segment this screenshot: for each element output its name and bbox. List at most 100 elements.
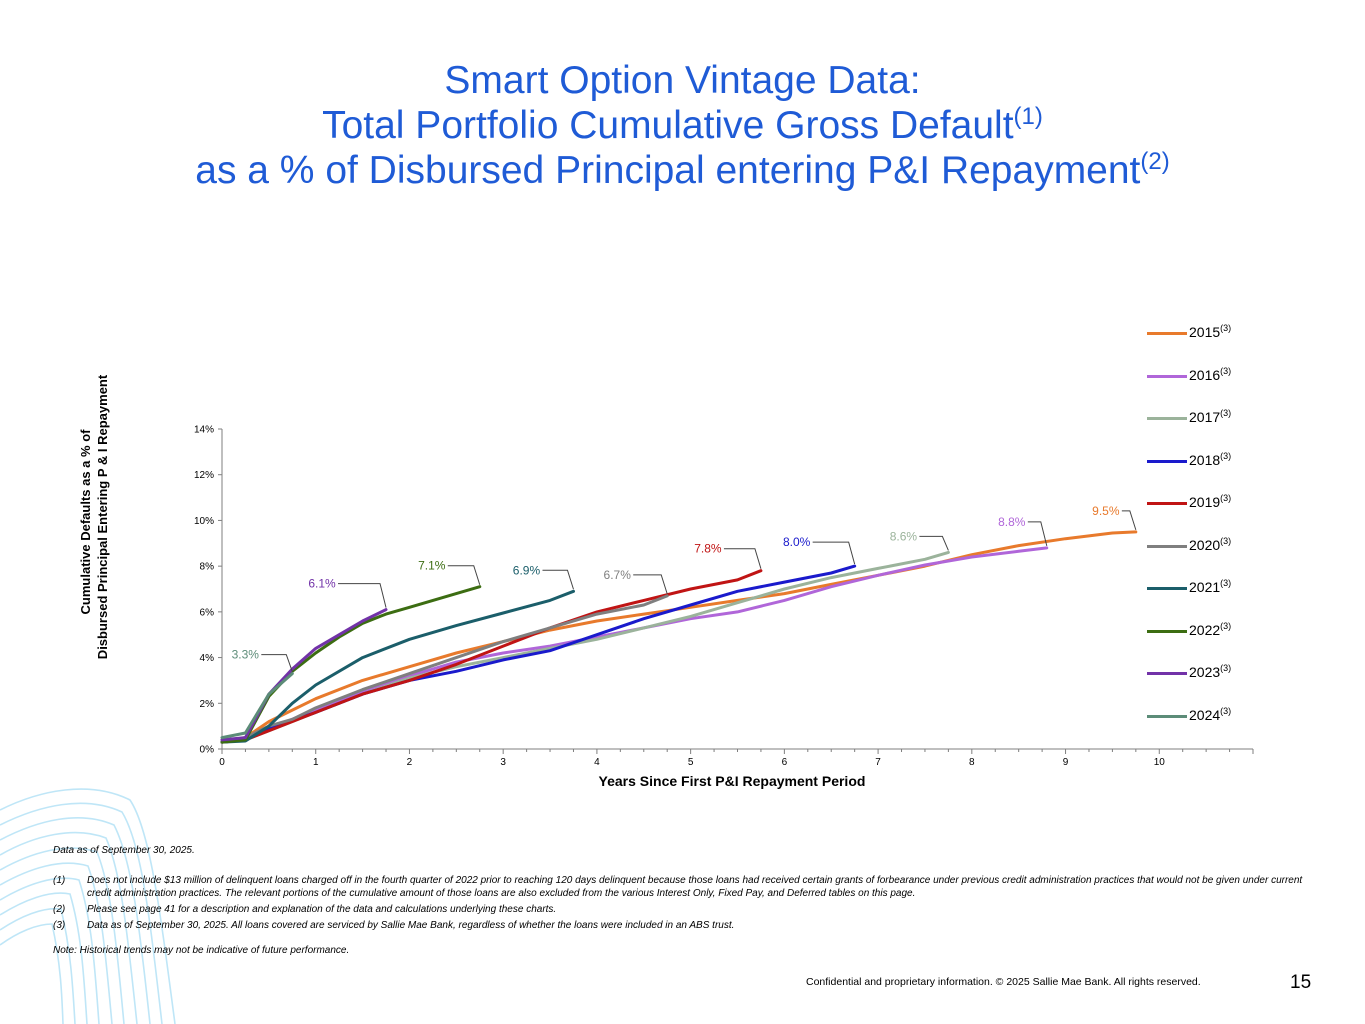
- footnote-3: (3) Data as of September 30, 2025. All l…: [53, 919, 1315, 932]
- data-label-2019: 7.8%: [694, 542, 722, 556]
- title-line-3-text: as a % of Disbursed Principal entering P…: [195, 149, 1141, 192]
- confidentiality-notice: Confidential and proprietary information…: [806, 976, 1201, 988]
- page-title: Smart Option Vintage Data: Total Portfol…: [0, 58, 1365, 193]
- data-label-2024: 3.3%: [232, 648, 260, 662]
- series-line-2015: [220, 530, 1138, 744]
- data-label-leader: [447, 565, 481, 585]
- legend-swatch: [1147, 544, 1187, 548]
- legend-item-2016: 2016(3): [1147, 365, 1267, 408]
- legend-swatch: [1147, 417, 1187, 420]
- series-line-2016: [220, 546, 1049, 744]
- footnote-1: (1) Does not include $13 million of deli…: [53, 874, 1315, 900]
- legend-series-name: 2023: [1189, 664, 1221, 680]
- title-line-1: Smart Option Vintage Data:: [444, 59, 921, 102]
- data-label-2021: 6.9%: [513, 563, 541, 577]
- y-tick-label: 4%: [200, 653, 215, 664]
- legend-footnote-ref: (3): [1220, 620, 1232, 631]
- legend-swatch: [1147, 502, 1187, 505]
- x-tick-label: 9: [1063, 757, 1069, 768]
- legend-footnote-ref: (3): [1220, 578, 1232, 588]
- footnote-marker: (2): [53, 904, 66, 915]
- legend-footnote-ref: (3): [1220, 450, 1232, 461]
- legend-label: 2017(3): [1189, 409, 1231, 426]
- data-label-leader: [633, 574, 668, 595]
- legend-footnote-ref: (3): [1220, 365, 1232, 376]
- legend-label: 2023(3): [1189, 664, 1231, 681]
- data-label-leader: [261, 654, 293, 672]
- data-label-2022: 7.1%: [418, 559, 446, 573]
- title-line-2-footnote-ref: (1): [1013, 103, 1043, 130]
- y-axis-title-line-2: Disbursed Principal Entering P & I Repay…: [95, 374, 110, 659]
- y-tick-label: 6%: [200, 607, 215, 618]
- data-label-2015: 9.5%: [1092, 504, 1120, 518]
- y-tick-label: 0%: [200, 745, 215, 756]
- data-label-leader: [723, 548, 762, 569]
- footnote-2: (2) Please see page 41 for a description…: [53, 903, 1315, 916]
- series-line-2021: [220, 589, 575, 744]
- legend-item-2015: 2015(3): [1147, 322, 1267, 365]
- legend-series-name: 2024: [1189, 706, 1221, 723]
- y-axis-title-line-1: Cumulative Defaults as a % of: [78, 429, 93, 615]
- legend-label: 2022(3): [1189, 620, 1232, 638]
- data-label-2020: 6.7%: [604, 568, 632, 582]
- x-tick-label: 0: [219, 757, 225, 768]
- data-label-leader: [338, 583, 387, 608]
- default-chart: 0% 2% 4% 6% 8% 10% 12% 14% 0 1 2 3 4 5 6 7 8 9 10 9.5% 8.8%…: [78, 374, 1254, 789]
- legend-series-name: 2020: [1189, 536, 1221, 553]
- x-tick-label: 2: [407, 757, 413, 768]
- legend-item-2021: 2021(3): [1147, 577, 1267, 620]
- y-tick-label: 8%: [200, 562, 215, 573]
- legend-label: 2018(3): [1189, 450, 1232, 468]
- footnote-text: Please see page 41 for a description and…: [87, 904, 557, 915]
- title-line-2: Total Portfolio Cumulative Gross Default…: [0, 103, 1365, 148]
- legend-footnote-ref: (3): [1220, 535, 1232, 546]
- x-tick-label: 1: [313, 757, 319, 768]
- x-tick-label: 7: [875, 757, 881, 768]
- legend-item-2023: 2023(3): [1147, 662, 1267, 705]
- legend-item-2022: 2022(3): [1147, 620, 1267, 663]
- y-tick-label: 14%: [194, 425, 214, 436]
- data-label-2018: 8.0%: [783, 535, 811, 549]
- y-tick-label: 2%: [200, 699, 215, 710]
- y-tick-label: 10%: [194, 516, 214, 527]
- legend-swatch: [1147, 332, 1187, 335]
- chart-legend: 2015(3) 2016(3) 2017(3) 2018(3) 2019(3) 2020(…: [1147, 322, 1267, 747]
- page-number: 15: [1290, 972, 1312, 993]
- legend-footnote-ref: (3): [1220, 705, 1232, 716]
- data-label-2023: 6.1%: [308, 577, 336, 591]
- legend-series-name: 2017: [1189, 409, 1221, 425]
- title-line-2-text: Total Portfolio Cumulative Gross Default: [322, 104, 1014, 147]
- legend-item-2017: 2017(3): [1147, 407, 1267, 450]
- data-label-2017: 8.6%: [890, 529, 918, 543]
- x-axis-title: Years Since First P&I Repayment Period: [599, 773, 866, 789]
- legend-swatch: [1147, 672, 1187, 675]
- footnote-marker: (3): [53, 920, 66, 931]
- legend-swatch: [1147, 374, 1187, 378]
- data-label-leader: [1121, 510, 1137, 531]
- series-line-2019: [220, 569, 763, 744]
- data-label-leader: [919, 535, 949, 551]
- legend-footnote-ref: (3): [1220, 493, 1232, 503]
- data-label-2016: 8.8%: [998, 515, 1026, 529]
- legend-item-2020: 2020(3): [1147, 535, 1267, 578]
- legend-series-name: 2016: [1189, 366, 1221, 383]
- legend-series-name: 2019: [1189, 494, 1221, 510]
- legend-item-2019: 2019(3): [1147, 492, 1267, 535]
- y-tick-label: 12%: [194, 470, 214, 481]
- legend-swatch: [1147, 629, 1187, 633]
- legend-label: 2016(3): [1189, 365, 1232, 383]
- x-tick-label: 8: [969, 757, 975, 768]
- historical-trends-note: Note: Historical trends may not be indic…: [53, 945, 350, 956]
- legend-label: 2024(3): [1189, 705, 1232, 723]
- legend-swatch: [1147, 587, 1187, 590]
- legend-label: 2021(3): [1189, 578, 1232, 596]
- decorative-wave-graphic: [0, 788, 176, 1024]
- x-tick-label: 10: [1154, 757, 1166, 768]
- legend-swatch: [1147, 714, 1187, 718]
- legend-item-2018: 2018(3): [1147, 450, 1267, 493]
- footnote-text: Data as of September 30, 2025. All loans…: [87, 920, 735, 931]
- series-line-2023: [220, 608, 388, 742]
- legend-series-name: 2015: [1189, 324, 1221, 340]
- x-tick-label: 5: [688, 757, 694, 768]
- x-tick-label: 3: [500, 757, 506, 768]
